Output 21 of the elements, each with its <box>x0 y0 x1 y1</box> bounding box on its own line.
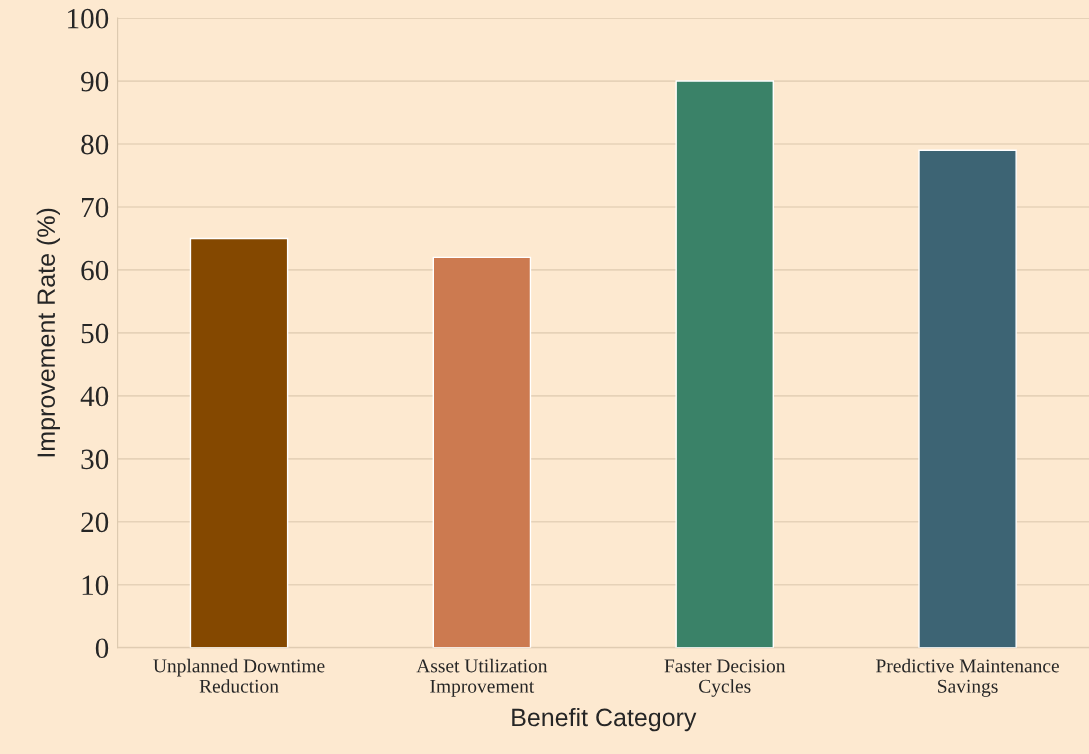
y-tick-label: 10 <box>82 575 109 596</box>
y-axis-title: Improvement Rate (%) <box>36 208 60 457</box>
y-tick-label: 100 <box>68 8 109 29</box>
x-tick-label: Unplanned Downtime Reduction <box>153 658 325 693</box>
y-tick-label: 80 <box>81 134 109 155</box>
y-tick-label: 0 <box>95 638 109 659</box>
bar <box>675 80 774 648</box>
y-tick-label: 90 <box>81 71 109 92</box>
bar <box>918 149 1017 648</box>
y-tick-label: 20 <box>81 512 109 533</box>
bar <box>432 256 532 648</box>
x-tick-label: Faster Decision Cycles <box>664 659 786 697</box>
bar <box>189 237 289 648</box>
x-tick-label: Asset Utilization Improvement <box>416 658 548 697</box>
y-tick-label: 50 <box>81 323 109 344</box>
y-tick-label: 40 <box>80 386 109 407</box>
y-tick-label: 70 <box>82 197 109 218</box>
x-tick-label: Predictive Maintenance Savings <box>876 658 1059 697</box>
x-axis-title: Benefit Category <box>512 707 697 732</box>
y-tick-label: 30 <box>81 449 109 470</box>
y-tick-label: 60 <box>81 260 109 281</box>
